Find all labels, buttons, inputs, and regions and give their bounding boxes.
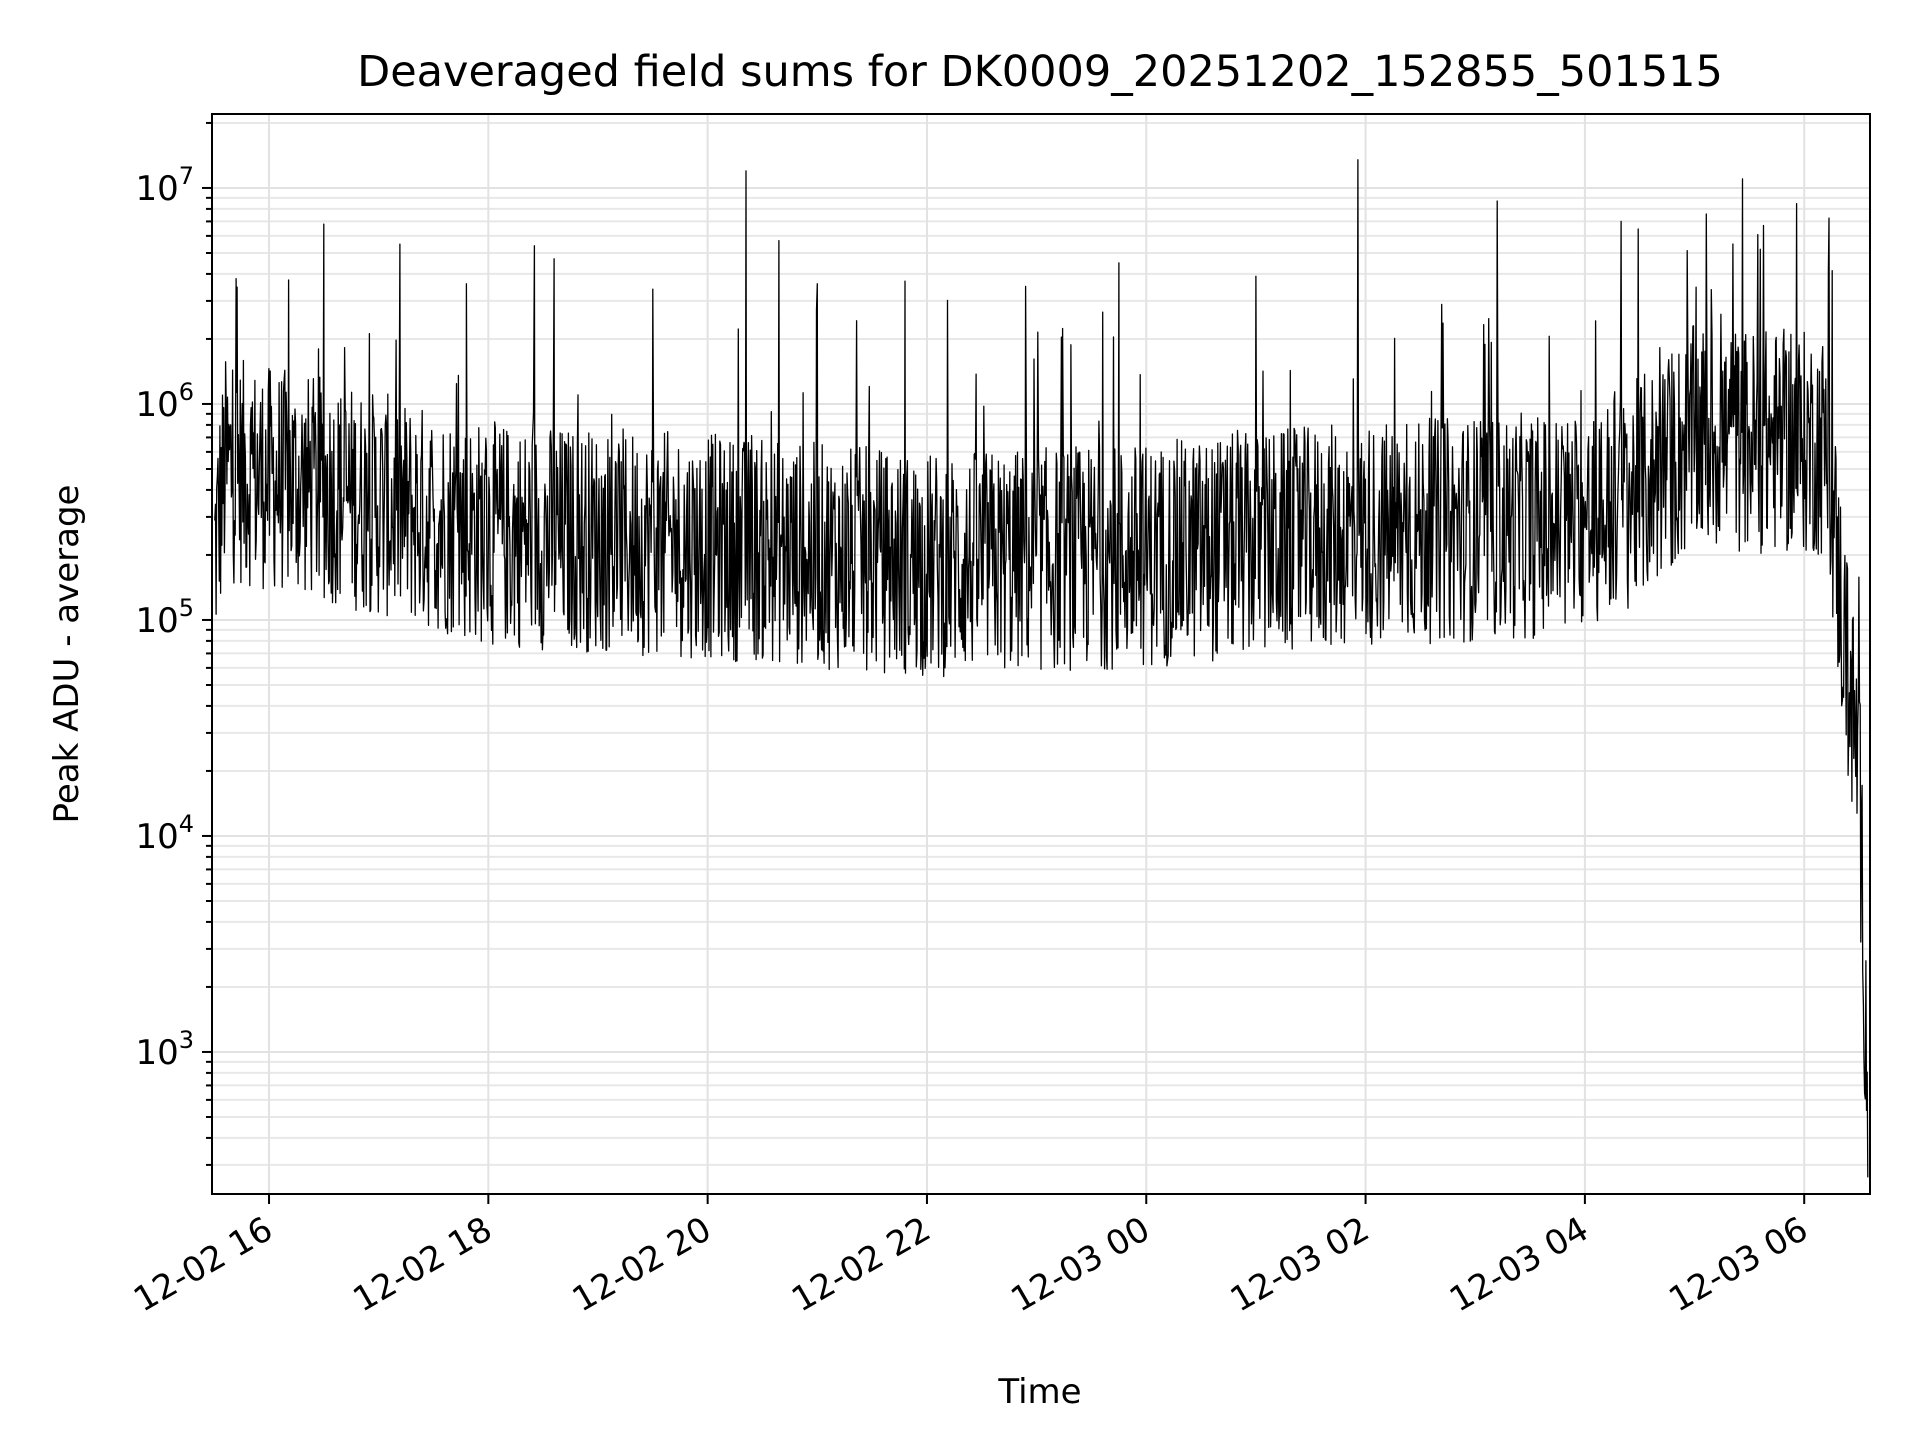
x-axis-label: Time [997,1372,1081,1412]
y-axis: 103 104 105 106 107 [135,121,212,1166]
series-line-path [214,159,1869,1178]
series-line [214,159,1869,1178]
chart-title: Deaveraged field sums for DK0009_2025120… [357,47,1723,97]
y-tick-label: 105 [135,594,194,641]
y-tick-label: 103 [135,1026,194,1073]
y-tick-label: 106 [135,378,194,425]
y-tick-label: 104 [135,810,194,857]
y-axis-label: Peak ADU - average [47,485,87,824]
y-tick-label: 107 [135,162,194,209]
